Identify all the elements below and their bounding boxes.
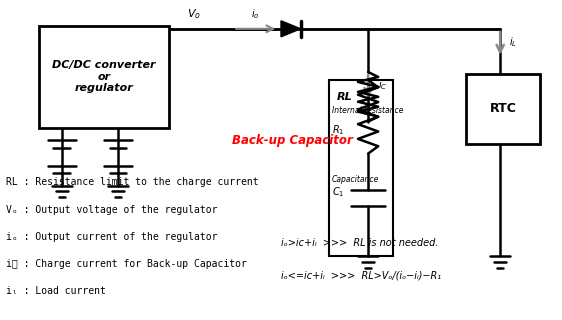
Text: Capacitance: Capacitance bbox=[332, 175, 379, 184]
Text: iₒ<=iᴄ+iₗ  >>>  RL>Vₒ/(iₒ−iₗ)−R₁: iₒ<=iᴄ+iₗ >>> RL>Vₒ/(iₒ−iₗ)−R₁ bbox=[281, 270, 441, 280]
Text: iₒ : Output current of the regulator: iₒ : Output current of the regulator bbox=[6, 232, 217, 242]
Text: $i_C$: $i_C$ bbox=[378, 78, 388, 92]
Text: $i_o$: $i_o$ bbox=[251, 7, 260, 21]
Text: $C_1$: $C_1$ bbox=[332, 185, 344, 199]
FancyBboxPatch shape bbox=[466, 74, 540, 144]
Text: iₒ>iᴄ+iₗ  >>>  RL is not needed.: iₒ>iᴄ+iₗ >>> RL is not needed. bbox=[281, 238, 438, 248]
Text: Vₒ : Output voltage of the regulator: Vₒ : Output voltage of the regulator bbox=[6, 204, 217, 215]
Text: $i_L$: $i_L$ bbox=[509, 35, 516, 49]
Polygon shape bbox=[281, 21, 301, 37]
Text: iₗ : Load current: iₗ : Load current bbox=[6, 286, 106, 296]
FancyBboxPatch shape bbox=[329, 80, 393, 256]
Text: Back-up Capacitor: Back-up Capacitor bbox=[232, 134, 352, 147]
Text: iᴄ : Charge current for Back-up Capacitor: iᴄ : Charge current for Back-up Capacito… bbox=[6, 259, 247, 269]
Text: RTC: RTC bbox=[490, 102, 516, 115]
Text: DC/DC converter
or
regulator: DC/DC converter or regulator bbox=[52, 60, 156, 93]
FancyBboxPatch shape bbox=[39, 26, 169, 128]
Text: Internal resistance: Internal resistance bbox=[332, 106, 403, 115]
Text: $R_1$: $R_1$ bbox=[332, 123, 344, 137]
Text: RL: RL bbox=[337, 92, 352, 102]
Text: $V_o$: $V_o$ bbox=[187, 7, 201, 21]
Text: RL : Resistance limit to the charge current: RL : Resistance limit to the charge curr… bbox=[6, 177, 259, 188]
